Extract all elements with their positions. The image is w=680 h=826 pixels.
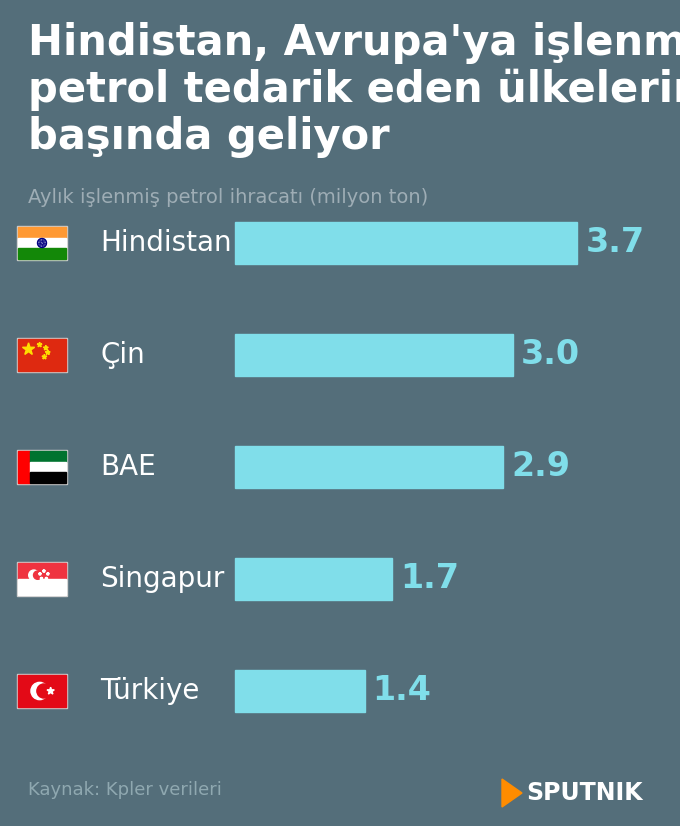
Bar: [18, 339, 66, 371]
Text: Kaynak: Kpler verileri: Kaynak: Kpler verileri: [28, 781, 222, 799]
Bar: [18, 563, 66, 579]
Bar: [235, 670, 364, 712]
Bar: [17, 450, 67, 484]
Bar: [18, 675, 66, 707]
Polygon shape: [42, 354, 47, 359]
Text: 1.7: 1.7: [401, 563, 459, 596]
Bar: [235, 222, 577, 264]
Text: 3.0: 3.0: [520, 339, 579, 372]
Bar: [30, 462, 66, 472]
Circle shape: [29, 570, 39, 581]
Polygon shape: [47, 687, 54, 694]
Bar: [17, 674, 67, 708]
Text: Hindistan: Hindistan: [100, 229, 232, 257]
Text: petrol tedarik eden ülkelerin: petrol tedarik eden ülkelerin: [28, 69, 680, 112]
Bar: [17, 226, 67, 260]
Polygon shape: [46, 350, 50, 354]
Bar: [17, 562, 67, 596]
Bar: [235, 446, 503, 488]
Polygon shape: [42, 569, 46, 572]
Text: Türkiye: Türkiye: [100, 677, 199, 705]
Bar: [18, 227, 66, 238]
Text: başında geliyor: başında geliyor: [28, 116, 390, 158]
Circle shape: [37, 684, 51, 698]
Bar: [235, 558, 392, 600]
Text: Aylık işlenmiş petrol ihracatı (milyon ton): Aylık işlenmiş petrol ihracatı (milyon t…: [28, 188, 428, 207]
Polygon shape: [40, 577, 43, 580]
Bar: [30, 451, 66, 462]
Polygon shape: [22, 343, 35, 354]
Text: Çin: Çin: [100, 341, 145, 369]
Text: Singapur: Singapur: [100, 565, 224, 593]
Bar: [235, 334, 513, 376]
Polygon shape: [37, 342, 42, 347]
Text: 1.4: 1.4: [373, 675, 431, 708]
Bar: [18, 249, 66, 259]
Polygon shape: [39, 572, 41, 575]
Bar: [17, 338, 67, 372]
Bar: [30, 472, 66, 483]
Text: 3.7: 3.7: [585, 226, 645, 259]
Bar: [18, 238, 66, 249]
Bar: [18, 579, 66, 595]
Text: SPUTNIK: SPUTNIK: [526, 781, 643, 805]
Polygon shape: [46, 572, 50, 575]
Circle shape: [33, 571, 42, 579]
Text: Hindistan, Avrupa'ya işlenmiş: Hindistan, Avrupa'ya işlenmiş: [28, 22, 680, 64]
Polygon shape: [502, 779, 522, 807]
Circle shape: [31, 682, 48, 700]
Text: 2.9: 2.9: [511, 450, 571, 483]
Text: BAE: BAE: [100, 453, 156, 481]
Polygon shape: [44, 345, 48, 350]
Bar: [18, 451, 30, 483]
Polygon shape: [45, 577, 48, 580]
